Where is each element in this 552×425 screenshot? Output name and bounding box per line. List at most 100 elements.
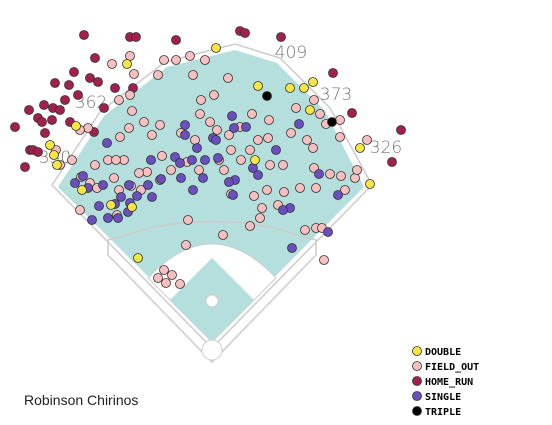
hit-point	[253, 81, 263, 91]
hit-point	[93, 77, 103, 87]
hit-point	[211, 135, 221, 145]
hit-point	[129, 69, 139, 79]
hit-point	[278, 205, 288, 215]
hit-point	[153, 70, 163, 80]
hit-point	[79, 30, 89, 40]
outfield-grass	[58, 50, 364, 340]
hit-point	[200, 155, 210, 165]
distance-label: 409	[275, 43, 307, 63]
hit-point	[228, 190, 238, 200]
hit-point	[110, 83, 120, 93]
hit-point	[247, 109, 257, 119]
hit-point	[52, 160, 62, 170]
legend-label: TRIPLE	[425, 407, 461, 418]
hit-point	[325, 169, 335, 179]
hit-point	[24, 105, 34, 115]
hit-point	[287, 243, 297, 253]
hit-point	[271, 145, 281, 155]
hit-point	[183, 215, 193, 225]
hit-point	[209, 90, 219, 100]
hit-point	[132, 191, 142, 201]
hit-point	[153, 273, 163, 283]
hit-point	[188, 70, 198, 80]
hit-point	[60, 95, 70, 105]
hit-point	[333, 190, 343, 200]
hit-point	[85, 73, 95, 83]
hit-point	[265, 160, 275, 170]
hit-point	[175, 158, 185, 168]
hit-point	[262, 185, 272, 195]
hit-point	[111, 155, 121, 165]
hit-point	[362, 135, 372, 145]
hit-point	[175, 279, 185, 289]
hit-point	[295, 183, 305, 193]
hit-point	[340, 185, 350, 195]
distance-label: 373	[320, 85, 352, 105]
hit-point	[211, 43, 221, 53]
legend-swatch	[412, 361, 422, 371]
hit-point	[20, 162, 30, 172]
hit-point	[314, 169, 324, 179]
hit-point	[315, 109, 325, 119]
hit-point	[219, 165, 229, 175]
hit-point	[102, 138, 112, 148]
hit-point	[194, 165, 204, 175]
hit-point	[311, 183, 321, 193]
hit-point	[278, 160, 288, 170]
hit-point	[45, 140, 55, 150]
hit-point	[250, 155, 260, 165]
hit-point	[147, 192, 157, 202]
hit-point	[196, 95, 206, 105]
hit-point	[190, 135, 200, 145]
hit-point	[198, 173, 208, 183]
hit-point	[336, 171, 346, 181]
hit-point	[305, 105, 315, 115]
hit-point	[94, 201, 104, 211]
hit-point	[124, 123, 134, 133]
hit-point	[37, 117, 47, 127]
hit-point	[39, 100, 49, 110]
hit-point	[352, 165, 362, 175]
hit-point	[127, 106, 137, 116]
hit-point	[67, 155, 77, 165]
hit-point	[99, 103, 109, 113]
hit-point	[263, 133, 273, 143]
hit-point	[229, 123, 239, 133]
hit-point	[264, 115, 274, 125]
hit-point	[166, 165, 176, 175]
hit-point	[299, 83, 309, 93]
hit-point	[335, 132, 345, 142]
hit-point	[396, 125, 406, 135]
hit-point	[302, 135, 312, 145]
hit-point	[156, 174, 166, 184]
hit-point	[355, 143, 365, 153]
hit-point	[224, 177, 234, 187]
hit-point	[139, 117, 149, 127]
hit-point	[188, 185, 198, 195]
hit-point	[159, 265, 169, 275]
hit-point	[227, 111, 237, 121]
hit-point	[224, 130, 234, 140]
hit-point	[90, 53, 100, 63]
hit-point	[185, 51, 195, 61]
hit-point	[387, 157, 397, 167]
hit-point	[253, 170, 263, 180]
hit-point	[257, 203, 267, 213]
hit-point	[115, 132, 125, 142]
hit-point	[236, 155, 246, 165]
hit-point	[131, 32, 141, 42]
hit-point	[300, 225, 310, 235]
legend-swatch	[412, 391, 422, 401]
hit-point	[87, 215, 97, 225]
hit-point	[245, 221, 255, 231]
hit-point	[106, 200, 116, 210]
hit-point	[71, 121, 81, 131]
hit-point	[64, 80, 74, 90]
hit-point	[223, 73, 233, 83]
legend-label: HOME_RUN	[425, 377, 473, 388]
warning-track	[107, 220, 317, 364]
hit-point	[327, 117, 337, 127]
hit-point	[347, 108, 357, 118]
hit-point	[70, 178, 80, 188]
hit-point	[157, 151, 167, 161]
